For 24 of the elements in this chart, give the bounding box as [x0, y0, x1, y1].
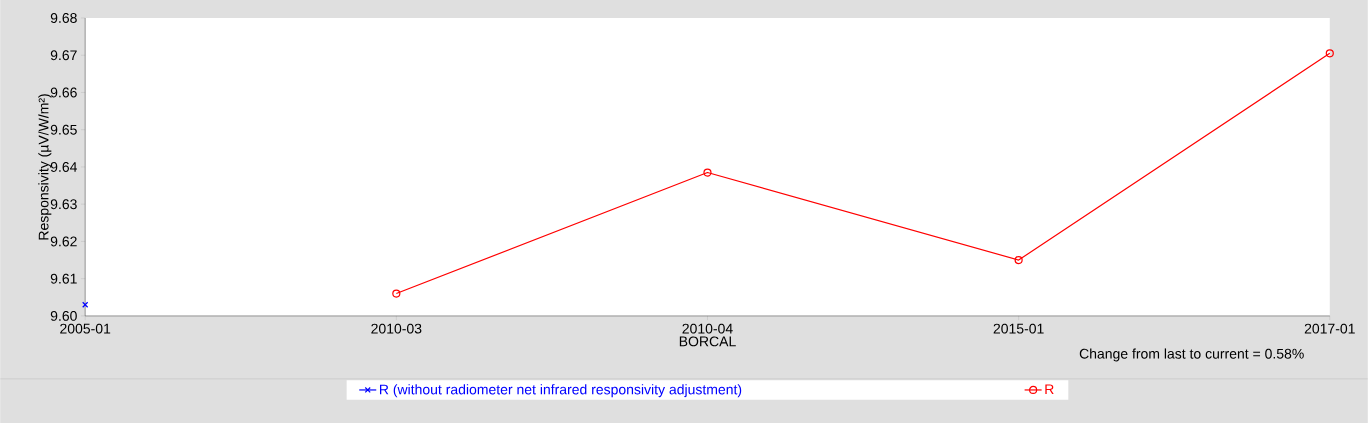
x-axis-title: BORCAL — [679, 336, 736, 347]
y-tick-label: 9.62 — [50, 236, 77, 247]
y-tick-label: 9.63 — [50, 199, 77, 210]
y-tick-label: 9.67 — [50, 50, 77, 61]
y-tick-label: 9.60 — [50, 311, 77, 321]
y-tick-label: 9.68 — [50, 13, 77, 24]
point — [82, 301, 89, 308]
point — [1014, 256, 1023, 265]
point — [1325, 49, 1334, 58]
x-tick-label: 2005-01 — [60, 323, 111, 334]
text: Change from last to current = 0.58% — [1079, 348, 1304, 362]
legend-label: R — [1045, 384, 1054, 395]
y-axis-title: Responsivity (µV/W/m²) — [38, 94, 52, 240]
point — [392, 289, 401, 298]
y-tick-label: 9.61 — [50, 273, 77, 284]
legend-label: R (without radiometer net infrared responsivity adjustment) — [380, 384, 742, 398]
x-tick-label: 2017-01 — [1304, 323, 1355, 334]
y-tick-label: 9.65 — [50, 124, 77, 135]
y-tick-label: 9.64 — [50, 162, 77, 172]
y-tick-label: 9.66 — [50, 87, 77, 98]
x-tick-label: 2015-01 — [993, 323, 1044, 334]
x-tick-label: 2010-03 — [371, 323, 422, 334]
point — [703, 168, 712, 177]
x-tick-label: 2010-04 — [682, 323, 733, 334]
